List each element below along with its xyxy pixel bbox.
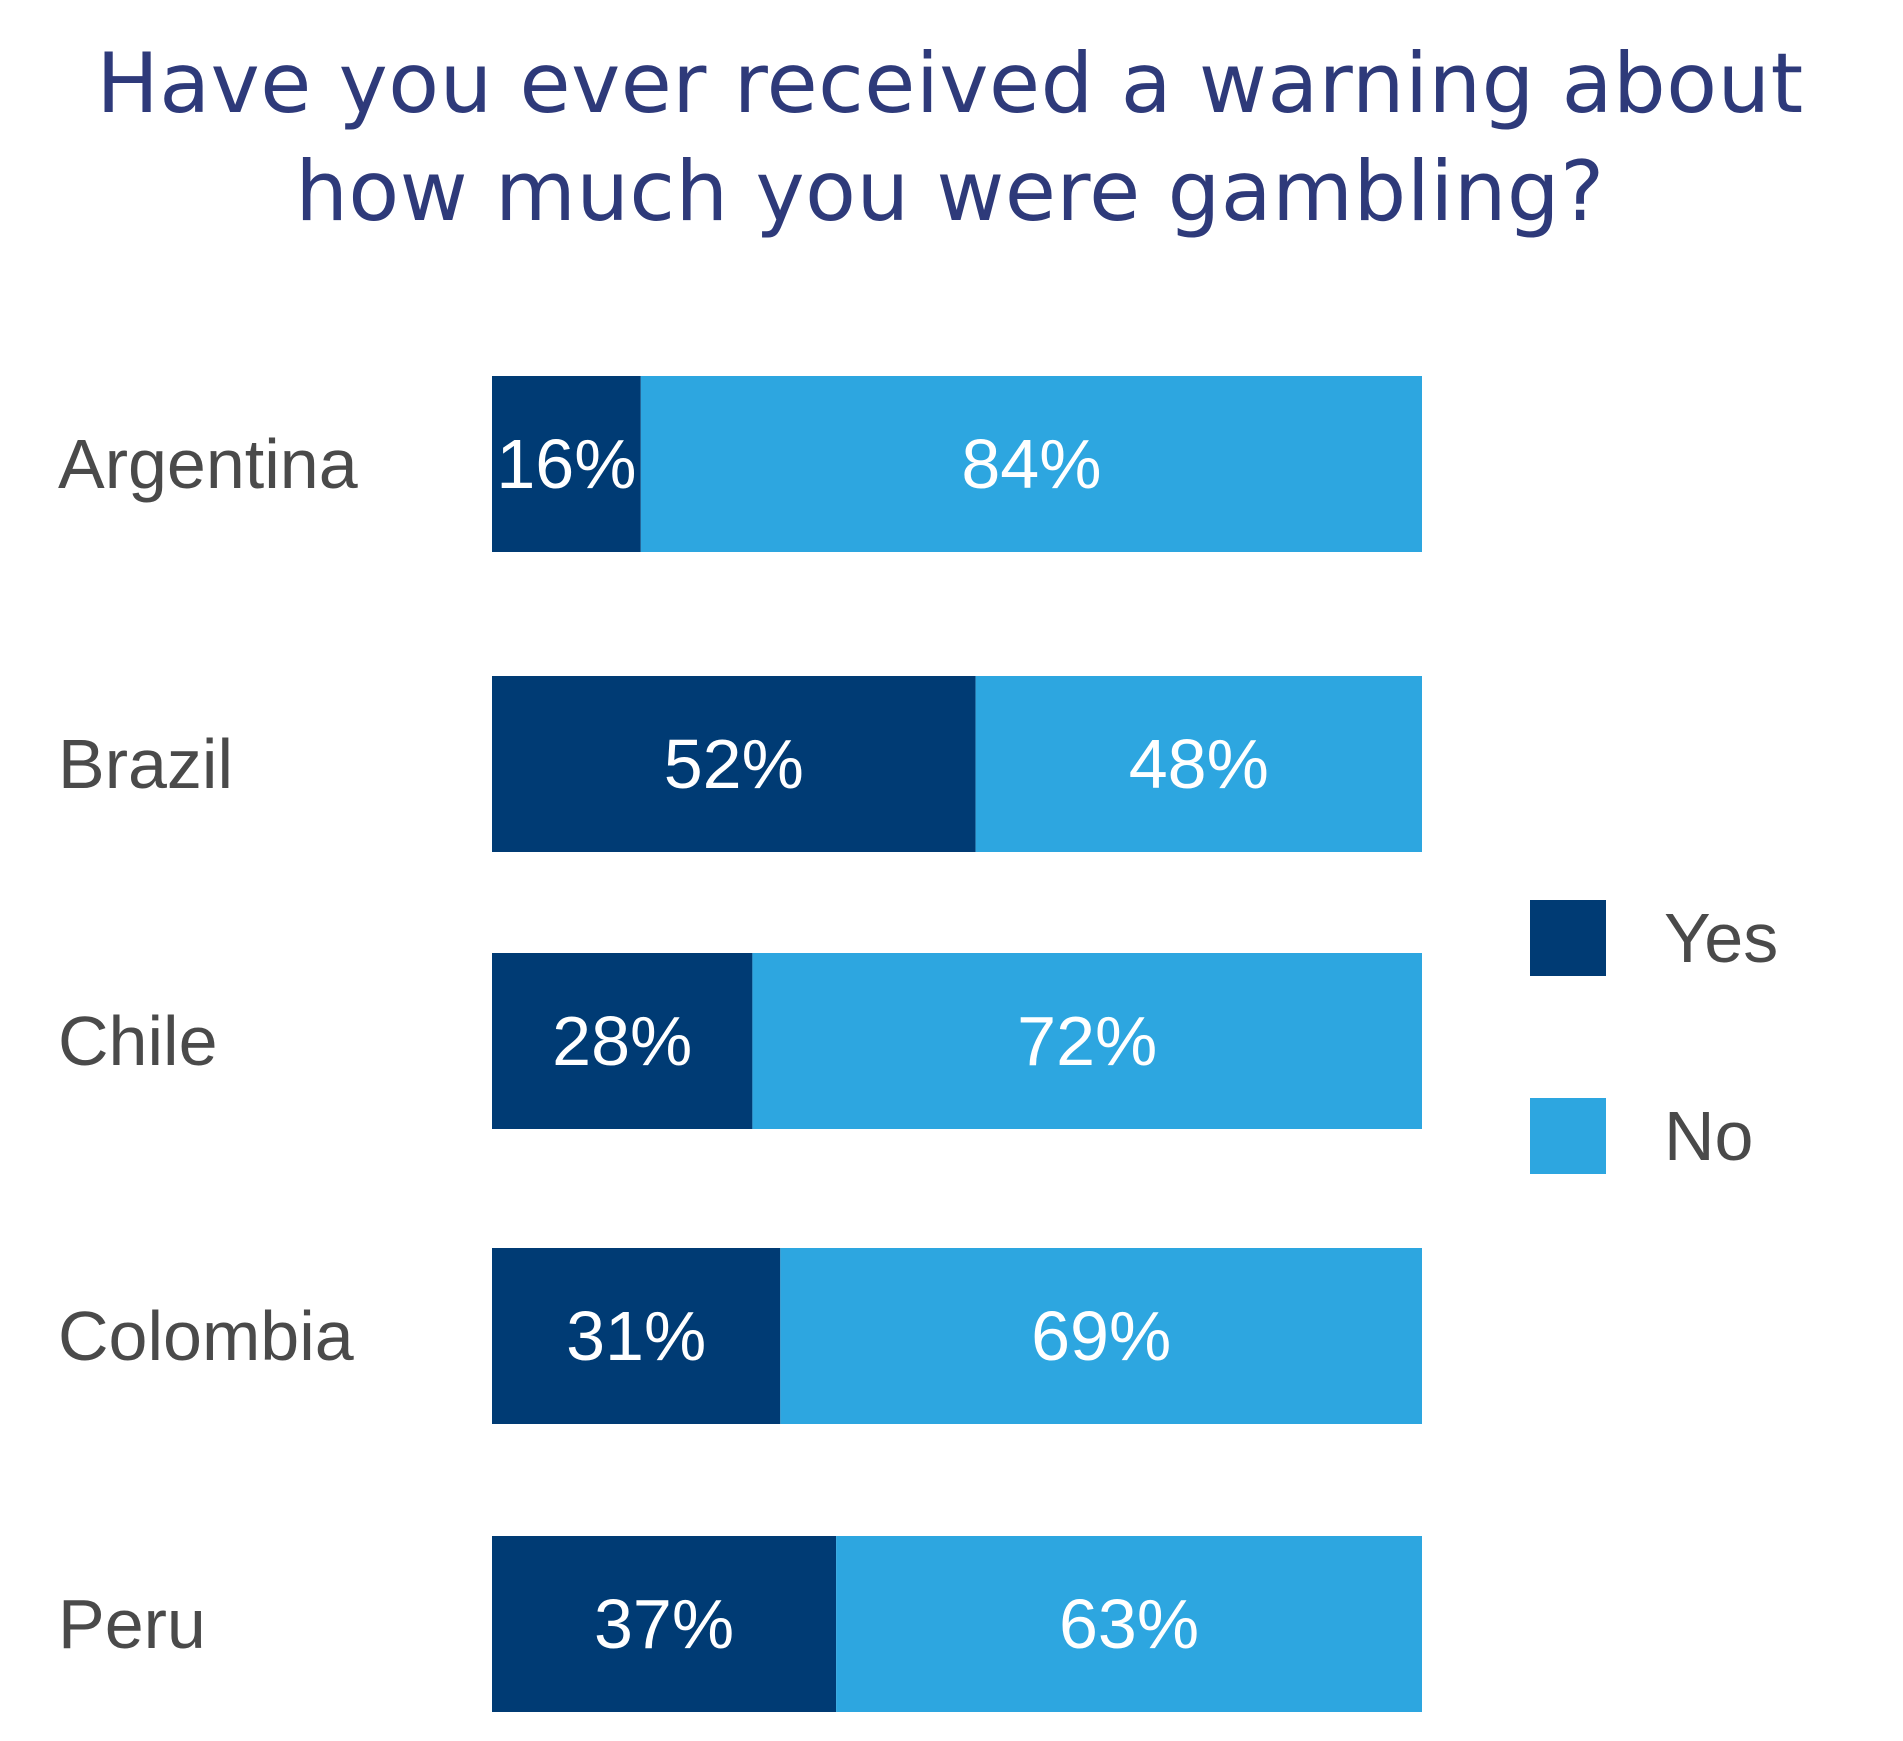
bar-yes-peru xyxy=(492,1536,837,1712)
data-label-no-colombia: 69% xyxy=(1031,1297,1171,1375)
data-label-no-argentina: 84% xyxy=(961,425,1101,503)
data-label-no-peru: 63% xyxy=(1059,1585,1199,1663)
data-label-yes-argentina: 16% xyxy=(496,425,636,503)
legend-swatch-yes xyxy=(1530,900,1606,976)
legend-label-no: No xyxy=(1664,1097,1753,1175)
legend-label-yes: Yes xyxy=(1664,899,1778,977)
category-label-peru: Peru xyxy=(58,1585,206,1663)
data-label-no-brazil: 48% xyxy=(1129,725,1269,803)
bar-no-chile xyxy=(752,953,1422,1129)
chart-title: Have you ever received a warning about h… xyxy=(96,35,1804,240)
data-label-yes-chile: 28% xyxy=(552,1002,692,1080)
bar-no-colombia xyxy=(780,1248,1422,1424)
bar-yes-argentina xyxy=(492,376,641,552)
category-labels: Argentina Brazil Chile Colombia Peru xyxy=(58,425,358,1663)
category-label-colombia: Colombia xyxy=(58,1297,354,1375)
data-label-yes-colombia: 31% xyxy=(566,1297,706,1375)
legend: Yes No xyxy=(1530,899,1778,1175)
data-label-yes-peru: 37% xyxy=(594,1585,734,1663)
category-label-brazil: Brazil xyxy=(58,725,233,803)
data-label-no-chile: 72% xyxy=(1017,1002,1157,1080)
bar-no-brazil xyxy=(975,676,1422,852)
legend-swatch-no xyxy=(1530,1098,1606,1174)
bar-no-argentina xyxy=(640,376,1422,552)
bar-yes-brazil xyxy=(492,676,976,852)
category-label-argentina: Argentina xyxy=(58,425,358,503)
bar-yes-colombia xyxy=(492,1248,781,1424)
data-label-yes-brazil: 52% xyxy=(664,725,804,803)
bar-labels: 16% 84% 52% 48% 28% 72% 31% 69% 37% 63% xyxy=(496,425,1269,1663)
bar-yes-chile xyxy=(492,953,753,1129)
bar-no-peru xyxy=(836,1536,1422,1712)
category-label-chile: Chile xyxy=(58,1002,218,1080)
bars xyxy=(492,376,1422,1712)
